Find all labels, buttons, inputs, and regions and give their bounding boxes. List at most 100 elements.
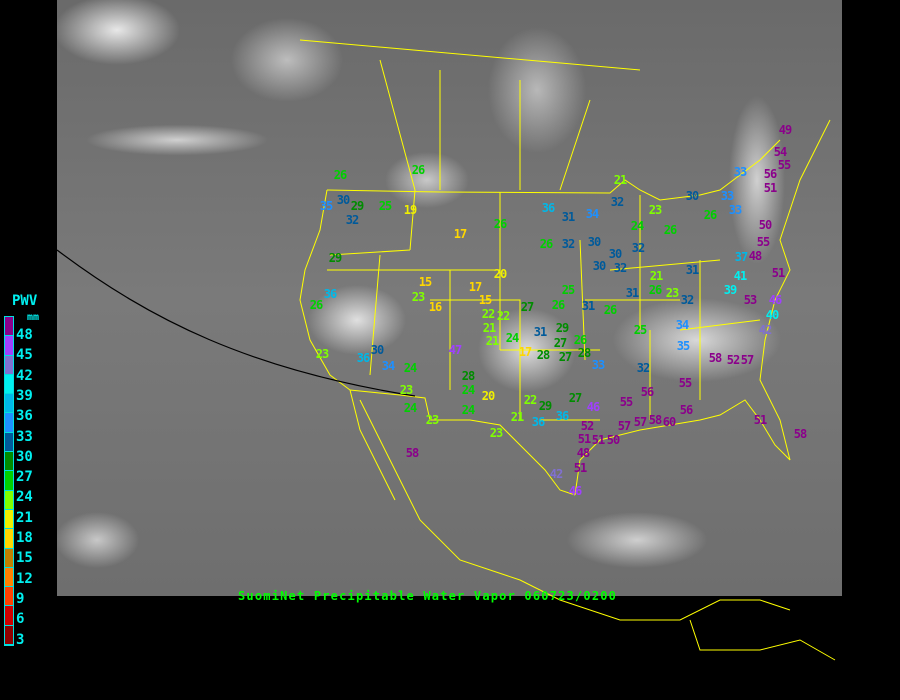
station-pwv-label: 54 [773,145,787,159]
station-pwv-label: 20 [481,389,495,403]
station-pwv-label: 22 [523,393,537,407]
station-pwv-label: 51 [577,432,591,446]
legend-tick-label: 21 [16,509,33,526]
station-pwv-label: 46 [586,400,600,414]
station-pwv-label: 41 [733,269,747,283]
station-pwv-label: 26 [663,223,677,237]
station-pwv-label: 23 [399,383,413,397]
station-pwv-label: 24 [505,331,519,345]
station-pwv-label: 25 [378,199,392,213]
legend-tick-label: 12 [16,570,33,587]
station-pwv-label: 32 [345,213,359,227]
station-pwv-label: 51 [591,433,605,447]
station-pwv-label: 53 [743,293,757,307]
station-pwv-label: 34 [675,318,689,332]
station-pwv-label: 51 [573,461,587,475]
station-pwv-label: 58 [793,427,807,441]
station-pwv-label: 32 [631,241,645,255]
station-pwv-label: 24 [630,219,644,233]
station-pwv-label: 19 [403,203,417,217]
legend-tick-label: 30 [16,448,33,465]
station-pwv-label: 26 [603,303,617,317]
station-pwv-label: 29 [328,251,342,265]
station-pwv-label: 27 [520,300,534,314]
station-pwv-label: 36 [356,351,370,365]
station-pwv-label: 31 [581,299,595,313]
station-pwv-label: 34 [381,359,395,373]
state-lines [299,39,761,421]
station-pwv-label: 55 [777,158,791,172]
mexico-outline [359,399,836,661]
station-pwv-label: 47 [448,343,462,357]
us-mexico-border [349,389,576,496]
station-pwv-label: 21 [613,173,627,187]
legend-swatch [5,317,13,337]
legend-swatch [5,587,13,607]
legend-tick-label: 36 [16,408,33,425]
station-pwv-label: 52 [726,353,740,367]
day-night-terminator [56,249,416,397]
legend-tick-label: 45 [16,347,33,364]
station-pwv-label: 56 [763,167,777,181]
station-pwv-label: 23 [315,347,329,361]
station-pwv-label: 22 [496,309,510,323]
station-pwv-label: 37 [734,250,748,264]
station-pwv-label: 30 [592,259,606,273]
station-pwv-label: 33 [591,358,605,372]
station-pwv-label: 24 [403,361,417,375]
station-pwv-label: 32 [680,293,694,307]
station-pwv-label: 35 [676,339,690,353]
station-pwv-label: 51 [753,413,767,427]
station-pwv-label: 33 [720,189,734,203]
station-pwv-label: 50 [606,433,620,447]
station-pwv-label: 60 [662,415,676,429]
station-pwv-label: 26 [493,217,507,231]
station-pwv-label: 23 [425,413,439,427]
legend-tick-label: 9 [16,590,25,607]
legend-swatch [5,567,13,588]
station-pwv-label: 42 [758,323,772,337]
station-pwv-label: 56 [640,385,654,399]
station-pwv-label: 17 [453,227,467,241]
station-pwv-label: 55 [756,235,770,249]
station-pwv-label: 57 [617,419,631,433]
station-pwv-label: 28 [577,346,591,360]
station-pwv-label: 32 [610,195,624,209]
legend-swatch [5,432,13,453]
political-borders [299,39,836,661]
station-pwv-label: 20 [493,267,507,281]
station-pwv-label: 23 [489,426,503,440]
legend-tick-label: 27 [16,469,33,486]
station-pwv-label: 34 [585,207,599,221]
legend-swatch [5,336,13,356]
station-pwv-label: 36 [555,409,569,423]
station-pwv-label: 51 [771,266,785,280]
station-pwv-label: 36 [323,287,337,301]
station-pwv-label: 31 [685,263,699,277]
legend-tick-label: 6 [16,611,25,628]
map-caption: SuomiNet Precipitable Water Vapor 060723… [238,589,618,603]
station-pwv-label: 21 [482,321,496,335]
east-coast [759,119,831,461]
station-pwv-label: 57 [633,415,647,429]
station-pwv-label: 32 [613,261,627,275]
station-pwv-label: 35 [319,199,333,213]
station-pwv-label: 29 [538,399,552,413]
station-pwv-label: 49 [778,123,792,137]
legend-swatch [5,452,13,472]
station-pwv-label: 28 [536,348,550,362]
legend-tick-label: 18 [16,530,33,546]
station-pwv-label: 24 [461,403,475,417]
legend-title: PWV [12,293,38,309]
station-pwv-label: 21 [485,334,499,348]
station-pwv-label: 30 [608,247,622,261]
station-pwv-label: 23 [648,203,662,217]
station-pwv-label: 46 [568,484,582,498]
legend-swatch [5,606,13,626]
station-pwv-label: 24 [403,401,417,415]
station-pwv-label: 30 [336,193,350,207]
station-pwv-label: 27 [553,336,567,350]
station-pwv-label: 32 [561,237,575,251]
legend-swatch [5,374,13,395]
